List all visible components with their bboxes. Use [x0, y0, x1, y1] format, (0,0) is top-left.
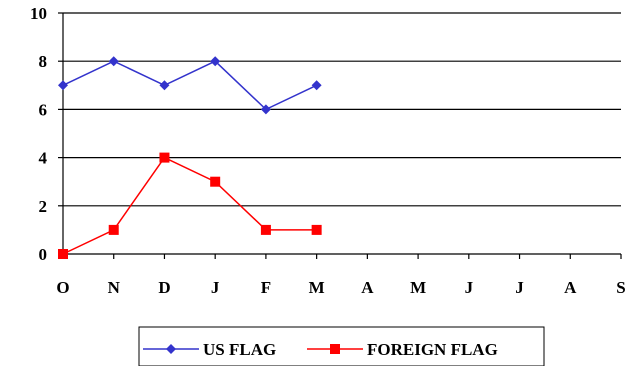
data-point-us-flag	[260, 104, 271, 115]
x-tick-label: S	[616, 278, 625, 297]
gridlines	[63, 12, 621, 207]
x-tick-label: A	[361, 278, 374, 297]
x-tick-label: M	[309, 278, 325, 297]
y-tick-label: 8	[39, 52, 48, 71]
data-point-foreign-flag	[108, 224, 119, 235]
data-point-foreign-flag	[311, 224, 322, 235]
x-tick-label: M	[410, 278, 426, 297]
x-tick-label: D	[158, 278, 170, 297]
data-point-us-flag	[210, 56, 221, 67]
legend-frame	[138, 326, 545, 366]
data-point-us-flag	[108, 56, 119, 67]
data-point-foreign-flag	[210, 176, 221, 187]
y-tick-label: 10	[30, 4, 47, 23]
x-tick-label: F	[261, 278, 271, 297]
series-line-us-flag	[62, 60, 317, 111]
x-tick-label: J	[515, 278, 524, 297]
series-line-foreign-flag	[62, 156, 317, 255]
legend-label-us-flag: US FLAG	[203, 340, 276, 359]
data-point-foreign-flag	[58, 249, 68, 259]
series	[58, 56, 322, 259]
data-point-us-flag	[58, 80, 68, 91]
x-tick-label: O	[56, 278, 69, 297]
data-point-us-flag	[311, 80, 322, 91]
legend-marker-us-flag	[166, 344, 176, 354]
y-tick-label: 4	[39, 149, 48, 168]
data-point-foreign-flag	[260, 224, 271, 235]
legend-marker-foreign-flag	[330, 344, 340, 354]
x-tick-label: J	[465, 278, 474, 297]
data-point-foreign-flag	[159, 152, 170, 163]
x-tick-label: A	[564, 278, 577, 297]
data-point-us-flag	[159, 80, 170, 91]
legend: US FLAG FOREIGN FLAG	[138, 326, 545, 366]
y-tick-label: 0	[39, 245, 48, 264]
axes	[58, 12, 622, 259]
x-tick-label: J	[211, 278, 220, 297]
y-tick-labels: 0 2 4 6 8 10	[30, 4, 48, 264]
legend-label-foreign-flag: FOREIGN FLAG	[367, 340, 498, 359]
y-tick-label: 2	[39, 197, 48, 216]
y-tick-label: 6	[39, 100, 48, 119]
x-tick-label: N	[108, 278, 121, 297]
